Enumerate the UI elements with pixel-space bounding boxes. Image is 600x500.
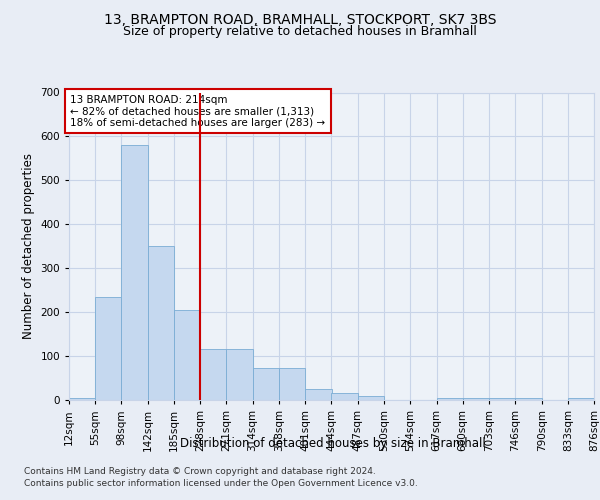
Bar: [121, 145, 148, 400]
Bar: [463, 398, 489, 400]
Bar: [358, 396, 384, 400]
Bar: [253, 368, 279, 400]
Bar: [331, 394, 358, 400]
Bar: [69, 398, 95, 400]
Bar: [279, 368, 305, 400]
Text: Contains public sector information licensed under the Open Government Licence v3: Contains public sector information licen…: [24, 479, 418, 488]
Bar: [174, 310, 200, 400]
Text: Distribution of detached houses by size in Bramhall: Distribution of detached houses by size …: [180, 438, 486, 450]
Bar: [200, 350, 226, 400]
Text: Size of property relative to detached houses in Bramhall: Size of property relative to detached ho…: [123, 25, 477, 38]
Bar: [489, 398, 515, 400]
Y-axis label: Number of detached properties: Number of detached properties: [22, 153, 35, 339]
Bar: [515, 398, 542, 400]
Bar: [568, 398, 594, 400]
Bar: [305, 389, 331, 400]
Bar: [148, 246, 174, 400]
Bar: [437, 398, 463, 400]
Text: 13, BRAMPTON ROAD, BRAMHALL, STOCKPORT, SK7 3BS: 13, BRAMPTON ROAD, BRAMHALL, STOCKPORT, …: [104, 12, 496, 26]
Text: 13 BRAMPTON ROAD: 214sqm
← 82% of detached houses are smaller (1,313)
18% of sem: 13 BRAMPTON ROAD: 214sqm ← 82% of detach…: [70, 94, 325, 128]
Text: Contains HM Land Registry data © Crown copyright and database right 2024.: Contains HM Land Registry data © Crown c…: [24, 468, 376, 476]
Bar: [95, 297, 121, 400]
Bar: [226, 350, 253, 400]
